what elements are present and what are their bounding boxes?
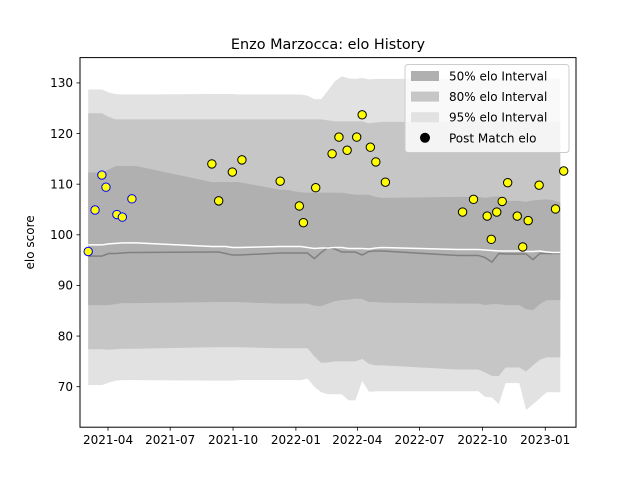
- post-match-elo-point-15: [311, 183, 321, 193]
- post-match-elo-point-6: [117, 212, 128, 222]
- post-match-elo-point-4: [101, 182, 111, 192]
- legend-box: [404, 64, 570, 153]
- legend-swatch-50-elo-interval: [411, 71, 439, 81]
- post-match-elo-point-31: [512, 211, 522, 221]
- post-match-elo-point-8: [207, 159, 217, 169]
- x-tick-label-2: 2021-07: [145, 433, 195, 447]
- post-match-elo-point-24: [457, 207, 468, 217]
- post-match-elo-point-36: [559, 166, 569, 176]
- post-match-elo-point-10: [227, 167, 238, 177]
- post-match-elo-point-35: [550, 204, 561, 214]
- plot-area: [83, 76, 569, 410]
- y-axis: 70 80 90 100 110 120 130: [50, 76, 80, 394]
- x-tick-label-6: 2022-07: [394, 433, 444, 447]
- post-match-elo-point-14: [298, 217, 309, 228]
- post-match-elo-point-3: [97, 170, 107, 180]
- post-match-elo-point-27: [486, 234, 496, 245]
- post-match-elo-point-2: [90, 205, 100, 215]
- y-tick-label-70: 70: [58, 380, 73, 394]
- post-match-elo-point-28: [492, 207, 502, 217]
- median-line: [88, 246, 561, 264]
- plot-content: [83, 76, 569, 410]
- post-match-elo-point-19: [351, 132, 362, 142]
- x-tick-label-3: 2021-10: [208, 433, 258, 447]
- legend: 50% elo Interval 80% elo Interval 95% elo …: [404, 64, 570, 153]
- x-tick-label-4: 2022-01: [271, 433, 321, 447]
- 50-elo-interval-band: [88, 165, 561, 311]
- x-axis: 2021-04 2021-07 2021-10 2022-01 2022-04 2022-…: [83, 427, 570, 447]
- legend-label-95-elo-interval: 95% elo Interval: [449, 111, 547, 125]
- x-tick-label-1: 2021-04: [83, 433, 133, 447]
- post-match-elo-point-17: [334, 132, 344, 142]
- y-tick-label-90: 90: [58, 279, 73, 293]
- post-match-elo-point-21: [365, 142, 376, 152]
- post-match-elo-point-23: [380, 177, 391, 187]
- post-match-elo-point-32: [518, 242, 528, 252]
- legend-label-50-elo-interval: 50% elo Interval: [449, 70, 547, 84]
- post-match-elo-point-16: [327, 149, 337, 159]
- post-match-elo-point-18: [342, 145, 352, 155]
- x-tick-label-8: 2023-01: [520, 433, 570, 447]
- post-match-elo-point-9: [213, 196, 224, 206]
- post-match-elo-point-22: [371, 157, 381, 167]
- post-match-elo-point-7: [127, 194, 137, 204]
- y-axis-label: elo score: [23, 215, 37, 269]
- post-match-elo-point-11: [237, 155, 247, 165]
- y-tick-label-110: 110: [50, 177, 73, 191]
- post-match-elo-point-30: [502, 177, 513, 188]
- legend-swatch-95-elo-interval: [411, 112, 439, 123]
- mean-line: [88, 242, 561, 254]
- legend-swatch-80-elo-interval: [411, 91, 439, 102]
- post-match-elo-point-20: [357, 110, 367, 120]
- legend-label-post-match-elo: Post Match elo: [449, 131, 536, 145]
- y-tick-label-100: 100: [50, 228, 73, 242]
- y-tick-label-80: 80: [58, 329, 73, 343]
- y-tick-label-130: 130: [50, 76, 73, 90]
- post-match-elo-point-26: [482, 211, 492, 221]
- post-match-elo-point-29: [497, 196, 507, 207]
- plot-frame: [79, 57, 577, 428]
- post-match-elo-point-1: [83, 246, 93, 257]
- post-match-elo-point-13: [294, 201, 305, 211]
- legend-marker-post-match-elo: [420, 132, 430, 143]
- post-match-elo-point-34: [534, 180, 544, 190]
- post-match-elo-point-25: [468, 194, 479, 205]
- post-match-elo-point-12: [275, 176, 285, 186]
- legend-label-80-elo-interval: 80% elo Interval: [449, 90, 547, 104]
- y-tick-label-120: 120: [50, 127, 73, 141]
- post-match-elo-point-33: [523, 215, 533, 226]
- chart-title: Enzo Marzocca: elo History: [231, 37, 426, 53]
- x-tick-label-5: 2022-04: [332, 433, 382, 447]
- x-tick-label-7: 2022-10: [457, 433, 507, 447]
